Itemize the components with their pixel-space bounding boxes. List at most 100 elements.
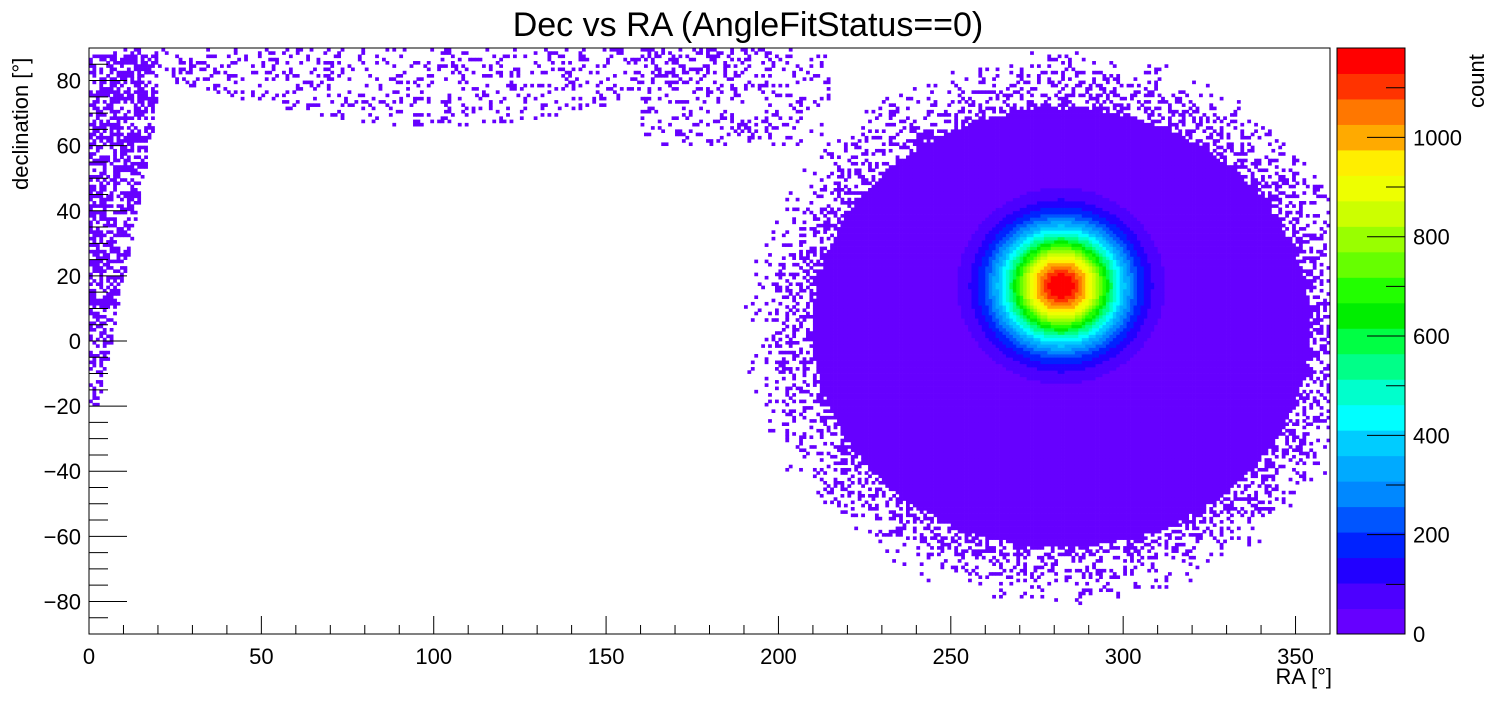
heatmap-cell [102, 301, 107, 306]
heatmap-cell [109, 236, 114, 241]
heatmap-cell [137, 106, 142, 111]
heatmap-cell [133, 194, 138, 199]
heatmap-cell [785, 230, 790, 234]
heatmap-cell [840, 298, 845, 303]
heatmap-cell [843, 298, 848, 303]
heatmap-cell [919, 396, 924, 400]
heatmap-cell [881, 210, 886, 215]
heatmap-cell [868, 422, 872, 426]
heatmap-cell [671, 116, 676, 120]
heatmap-cell [840, 487, 845, 492]
heatmap-cell [313, 103, 317, 107]
heatmap-cell [912, 467, 917, 472]
heatmap-cell [912, 220, 917, 225]
heatmap-cell [816, 428, 821, 433]
heatmap-cell [874, 471, 879, 475]
heatmap-cell [823, 187, 828, 192]
heatmap-cell [854, 376, 859, 381]
heatmap-cell [806, 249, 810, 254]
heatmap-cell [919, 432, 924, 436]
heatmap-cell [885, 236, 890, 241]
heatmap-cell [857, 298, 862, 303]
heatmap-cell [464, 51, 469, 55]
heatmap-cell [861, 370, 865, 374]
heatmap-cell [809, 331, 814, 335]
heatmap-cell [895, 243, 900, 247]
heatmap-cell [892, 393, 896, 397]
heatmap-cell [830, 376, 834, 381]
heatmap-cell [885, 197, 890, 202]
heatmap-cell [271, 51, 276, 55]
heatmap-cell [126, 142, 131, 147]
heatmap-cell [857, 174, 862, 179]
heatmap-cell [909, 490, 914, 495]
heatmap-cell [905, 445, 910, 449]
heatmap-cell [923, 435, 928, 440]
heatmap-cell [564, 103, 569, 107]
heatmap-cell [533, 51, 538, 55]
heatmap-cell [888, 227, 893, 231]
heatmap-cell [102, 253, 107, 257]
heatmap-cell [881, 337, 886, 342]
heatmap-cell [785, 360, 790, 365]
heatmap-cell [909, 354, 914, 358]
heatmap-cell [564, 77, 569, 81]
heatmap-cell [781, 376, 786, 381]
heatmap-cell [888, 393, 893, 397]
heatmap-cell [113, 126, 117, 130]
heatmap-cell [340, 48, 345, 52]
heatmap-cell [902, 145, 907, 150]
heatmap-cell [919, 295, 924, 300]
heatmap-cell [140, 165, 145, 169]
heatmap-cell [857, 318, 862, 322]
heatmap-cell [837, 262, 841, 267]
heatmap-cell [819, 396, 824, 400]
heatmap-cell [126, 116, 131, 120]
heatmap-cell [826, 327, 831, 332]
heatmap-cell [916, 370, 921, 374]
heatmap-cell [840, 373, 845, 378]
heatmap-cell [812, 373, 817, 378]
heatmap-cell [130, 135, 135, 140]
heatmap-cell [819, 373, 824, 378]
heatmap-cell [206, 54, 211, 59]
heatmap-cell [916, 376, 921, 381]
heatmap-cell [912, 256, 917, 260]
heatmap-cell [840, 386, 845, 391]
heatmap-cell [912, 350, 917, 355]
heatmap-cell [440, 57, 445, 62]
heatmap-cell [878, 298, 883, 303]
heatmap-cell [888, 337, 893, 342]
heatmap-cell [854, 210, 859, 215]
heatmap-cell [843, 145, 848, 150]
heatmap-cell [850, 380, 855, 384]
heatmap-cell [120, 126, 124, 130]
heatmap-cell [919, 262, 924, 267]
heatmap-cell [916, 350, 921, 355]
heatmap-cell [909, 484, 914, 488]
heatmap-cell [120, 259, 124, 264]
heatmap-cell [840, 422, 845, 426]
heatmap-cell [826, 308, 831, 313]
heatmap-cell [881, 324, 886, 329]
heatmap-cell [916, 327, 921, 332]
heatmap-cell [888, 236, 893, 241]
heatmap-cell [812, 331, 817, 335]
heatmap-cell [106, 295, 111, 300]
heatmap-cell [905, 471, 910, 475]
heatmap-cell [912, 168, 917, 173]
heatmap-cell [888, 533, 893, 537]
heatmap-cell [861, 334, 865, 339]
heatmap-cell [109, 259, 114, 264]
heatmap-cell [878, 253, 883, 257]
heatmap-cell [630, 87, 635, 91]
heatmap-cell [795, 308, 800, 313]
heatmap-cell [857, 204, 862, 208]
heatmap-cell [902, 187, 907, 192]
heatmap-cell [888, 318, 893, 322]
heatmap-cell [864, 210, 869, 215]
heatmap-cell [816, 311, 821, 316]
heatmap-cell [892, 165, 896, 169]
heatmap-cell [102, 327, 107, 332]
heatmap-cell [454, 64, 459, 68]
